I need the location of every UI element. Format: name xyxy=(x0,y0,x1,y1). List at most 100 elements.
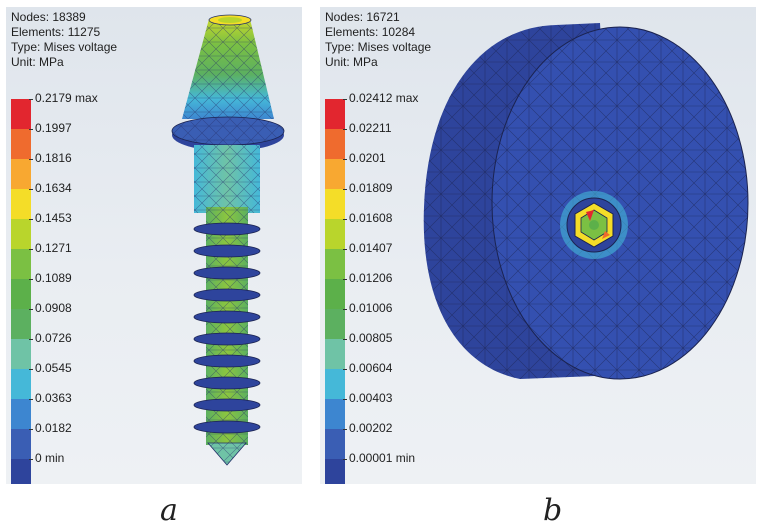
legend-label: 0.1997 xyxy=(35,121,72,135)
thread-ring xyxy=(193,398,261,412)
legend-color-swatch xyxy=(11,219,31,249)
legend-entry: 0.00403 xyxy=(325,391,475,429)
legend-label: 0.1271 xyxy=(35,241,72,255)
legend-entry: 0.00001 min xyxy=(325,451,475,484)
thread-ring xyxy=(193,310,261,324)
legend-entry: 0.0201 xyxy=(325,151,475,189)
legend-tick xyxy=(29,159,33,160)
thread-ring xyxy=(193,266,261,280)
legend-label: 0.00001 min xyxy=(349,451,416,465)
legend-label: 0.01006 xyxy=(349,301,393,315)
legend-color-swatch xyxy=(11,339,31,369)
legend-color-swatch xyxy=(11,189,31,219)
legend-color-swatch xyxy=(325,219,345,249)
result-unit: Unit: MPa xyxy=(11,55,64,69)
thread-ring xyxy=(193,244,261,258)
legend-label: 0.01206 xyxy=(349,271,393,285)
legend-label: 0 min xyxy=(35,451,65,465)
legend-color-swatch xyxy=(11,159,31,189)
legend-color-swatch xyxy=(325,459,345,484)
legend-label: 0.01608 xyxy=(349,211,393,225)
elements-count: Elements: 10284 xyxy=(325,25,416,39)
legend-tick xyxy=(343,399,347,400)
legend-color-swatch xyxy=(325,189,345,219)
legend-tick xyxy=(343,459,347,460)
legend-tick xyxy=(29,219,33,220)
legend-tick xyxy=(29,429,33,430)
legend-color-swatch xyxy=(325,279,345,309)
legend-entry: 0.1089 xyxy=(11,271,161,309)
legend-entry: 0.02412 max xyxy=(325,91,475,129)
legend-entry: 0.1816 xyxy=(11,151,161,189)
result-type: Type: Mises voltage xyxy=(11,40,118,54)
legend-entry: 0.01809 xyxy=(325,181,475,219)
legend-color-swatch xyxy=(11,459,31,484)
model-info: Nodes: 16721 Elements: 10284 Type: Mises… xyxy=(325,10,431,70)
legend-color-swatch xyxy=(11,279,31,309)
legend-color-swatch xyxy=(11,309,31,339)
thread-ring xyxy=(193,354,261,368)
legend-color-swatch xyxy=(11,249,31,279)
legend-label: 0.0363 xyxy=(35,391,72,405)
legend-label: 0.1816 xyxy=(35,151,72,165)
legend-tick xyxy=(29,129,33,130)
legend-tick xyxy=(343,129,347,130)
cylinder-mesh-model xyxy=(423,23,749,380)
legend-label: 0.02211 xyxy=(349,121,392,135)
legend-color-swatch xyxy=(325,159,345,189)
nodes-count: Nodes: 18389 xyxy=(11,10,86,24)
legend-color-swatch xyxy=(11,129,31,159)
legend-label: 0.2179 max xyxy=(35,91,98,105)
thread-ring xyxy=(193,420,261,434)
legend-tick xyxy=(29,249,33,250)
legend-color-swatch xyxy=(325,369,345,399)
legend-tick xyxy=(343,159,347,160)
caption-a: a xyxy=(160,493,178,528)
thread-ring xyxy=(193,332,261,346)
legend-tick xyxy=(343,369,347,370)
legend-label: 0.01809 xyxy=(349,181,393,195)
thread-ring xyxy=(193,376,261,390)
result-unit: Unit: MPa xyxy=(325,55,378,69)
legend-entry: 0.1997 xyxy=(11,121,161,159)
legend-tick xyxy=(29,309,33,310)
legend-tick xyxy=(343,429,347,430)
legend-tick xyxy=(343,189,347,190)
legend-entry: 0.1271 xyxy=(11,241,161,279)
screw-mesh-model xyxy=(171,14,285,466)
thread-ring xyxy=(193,288,261,302)
legend-tick xyxy=(343,279,347,280)
legend-entry: 0.01006 xyxy=(325,301,475,339)
legend-label: 0.0201 xyxy=(349,151,386,165)
legend-label: 0.00403 xyxy=(349,391,393,405)
legend-label: 0.0545 xyxy=(35,361,72,375)
legend-entry: 0.0182 xyxy=(11,421,161,459)
legend-tick xyxy=(343,309,347,310)
legend-tick xyxy=(343,219,347,220)
legend-tick xyxy=(343,99,347,100)
legend-label: 0.1453 xyxy=(35,211,72,225)
legend-color-swatch xyxy=(11,399,31,429)
legend-tick xyxy=(29,99,33,100)
legend-label: 0.0182 xyxy=(35,421,72,435)
model-info: Nodes: 18389 Elements: 11275 Type: Mises… xyxy=(11,10,117,70)
legend-entry: 0.2179 max xyxy=(11,91,161,129)
legend-color-swatch xyxy=(325,249,345,279)
legend-entry: 0.0363 xyxy=(11,391,161,429)
legend-label: 0.0908 xyxy=(35,301,72,315)
legend-color-swatch xyxy=(325,129,345,159)
legend-tick xyxy=(29,399,33,400)
legend-label: 0.0726 xyxy=(35,331,72,345)
legend-entry: 0.01206 xyxy=(325,271,475,309)
legend-color-swatch xyxy=(325,99,345,129)
legend-color-swatch xyxy=(11,369,31,399)
legend-entry: 0.0908 xyxy=(11,301,161,339)
legend-entry: 0.00805 xyxy=(325,331,475,369)
legend-color-swatch xyxy=(325,429,345,459)
legend-tick xyxy=(29,459,33,460)
legend-label: 0.00805 xyxy=(349,331,393,345)
fea-panel-b: Nodes: 16721 Elements: 10284 Type: Mises… xyxy=(320,7,756,484)
nodes-count: Nodes: 16721 xyxy=(325,10,400,24)
legend-entry: 0.0545 xyxy=(11,361,161,399)
legend-tick xyxy=(29,189,33,190)
